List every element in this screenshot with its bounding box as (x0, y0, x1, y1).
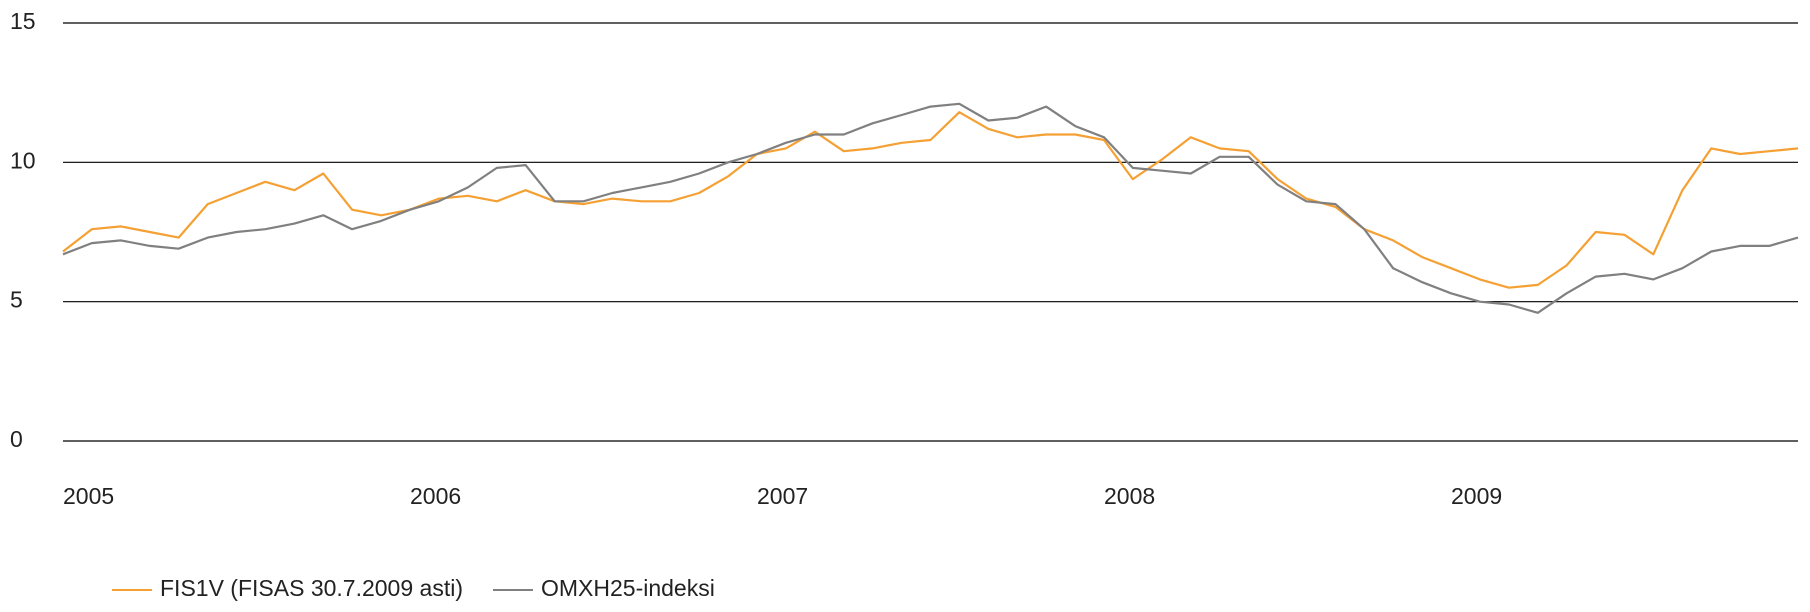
x-tick-label: 2006 (410, 483, 461, 509)
y-tick-label: 5 (10, 287, 23, 313)
y-tick-label: 15 (10, 8, 36, 34)
series-line (62, 102, 1799, 314)
legend-label: FIS1V (FISAS 30.7.2009 asti) (160, 575, 463, 601)
series-line (62, 111, 1799, 289)
x-tick-label: 2009 (1451, 483, 1502, 509)
x-tick-label: 2007 (757, 483, 808, 509)
y-tick-label: 10 (10, 147, 36, 173)
x-tick-label: 2005 (63, 483, 114, 509)
y-tick-label: 0 (10, 426, 23, 452)
legend-label: OMXH25-indeksi (541, 575, 715, 601)
x-tick-label: 2008 (1104, 483, 1155, 509)
